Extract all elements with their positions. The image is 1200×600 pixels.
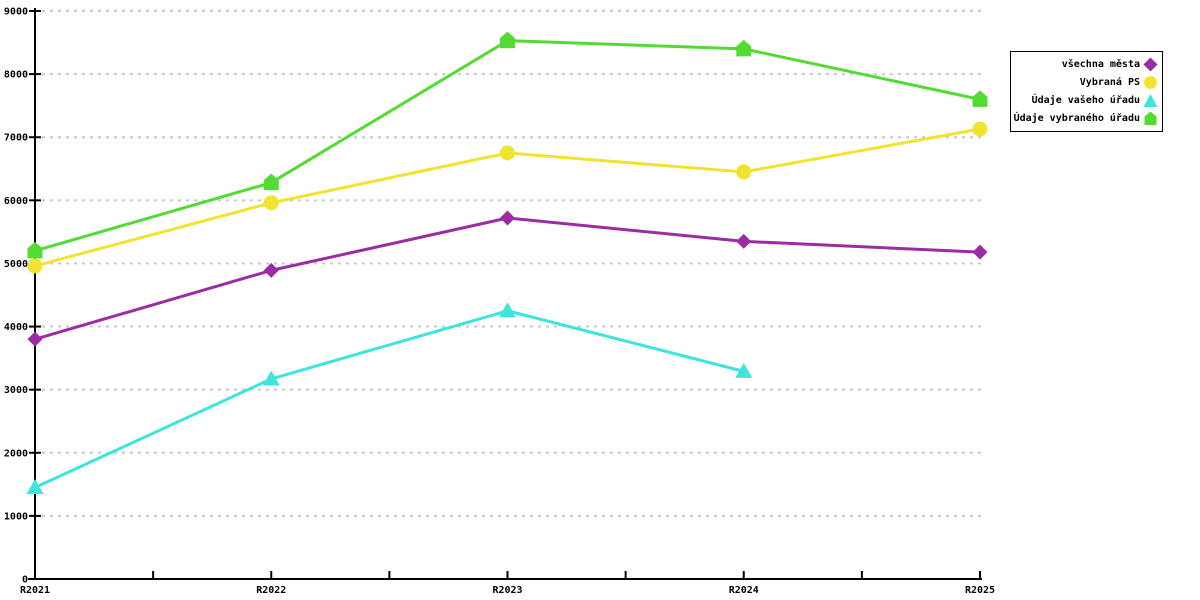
- legend-item: Vybraná PS: [1015, 73, 1158, 91]
- point-diamond: [500, 210, 515, 226]
- circle-icon: [1144, 75, 1157, 89]
- point-circle: [263, 195, 279, 211]
- point-diamond: [27, 331, 43, 347]
- legend-item: Údaje vybraného úřadu: [1013, 109, 1158, 127]
- legend-item: všechna města: [1015, 55, 1158, 73]
- legend: všechna města Vybraná PS Údaje vašeho úřad…: [1010, 51, 1163, 132]
- x-tick-label: R2024: [729, 585, 759, 596]
- legend-item-label: Údaje vybraného úřadu: [1013, 112, 1140, 124]
- point-pentagon: [500, 31, 515, 49]
- legend-item: Údaje vašeho úřadu: [1015, 91, 1158, 109]
- point-triangle: [499, 302, 516, 318]
- point-pentagon: [736, 39, 752, 57]
- legend-item-label: Údaje vašeho úřadu: [1031, 94, 1140, 106]
- point-circle: [27, 258, 43, 274]
- point-circle: [736, 164, 752, 180]
- y-tick-label: 2000: [4, 448, 28, 459]
- x-tick-label: R2025: [965, 585, 995, 596]
- y-tick-label: 8000: [4, 70, 28, 81]
- pentagon-icon: [1144, 111, 1157, 125]
- y-tick-label: 4000: [4, 322, 28, 333]
- y-tick-label: 6000: [4, 196, 28, 207]
- series-line: [33, 309, 746, 489]
- point-circle: [500, 145, 515, 161]
- point-pentagon: [27, 241, 43, 259]
- y-tick-label: 7000: [4, 133, 28, 144]
- point-diamond: [972, 244, 988, 260]
- y-tick-label: 9000: [4, 7, 28, 18]
- y-tick-label: 3000: [4, 385, 28, 396]
- point-diamond: [263, 262, 279, 278]
- x-tick-label: R2022: [256, 585, 286, 596]
- y-tick-label: 5000: [4, 259, 28, 270]
- y-tick-label: 1000: [4, 511, 28, 522]
- diamond-icon: [1143, 57, 1158, 71]
- x-tick-label: R2023: [492, 585, 522, 596]
- point-triangle: [735, 362, 753, 378]
- point-triangle: [26, 478, 44, 494]
- point-pentagon: [972, 90, 988, 107]
- series-line: [33, 216, 982, 341]
- triangle-icon: [1143, 93, 1158, 107]
- point-circle: [972, 121, 988, 137]
- y-tick-label: 0: [22, 575, 28, 586]
- x-tick-label: R2021: [20, 585, 50, 596]
- point-pentagon: [263, 173, 279, 191]
- legend-item-label: Vybraná PS: [1079, 76, 1140, 88]
- point-diamond: [736, 233, 752, 249]
- legend-item-label: všechna města: [1061, 58, 1140, 70]
- point-triangle: [262, 370, 280, 386]
